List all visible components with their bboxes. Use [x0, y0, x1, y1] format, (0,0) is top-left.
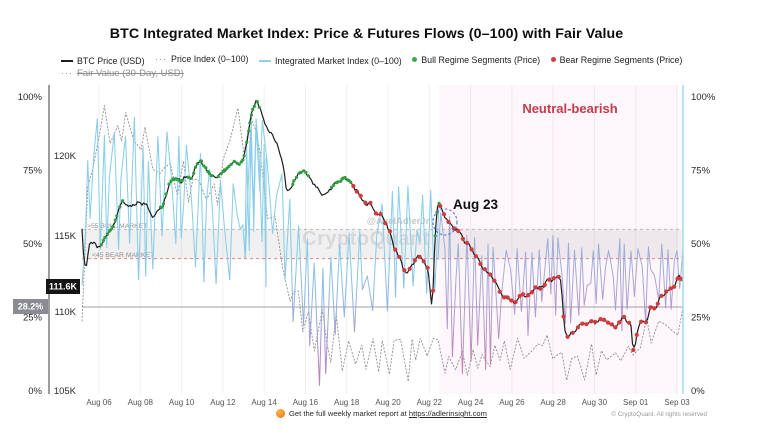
- svg-text:<45 BEAR MARKET: <45 BEAR MARKET: [92, 252, 154, 259]
- svg-text:Aug 06: Aug 06: [86, 398, 112, 407]
- svg-text:0%: 0%: [691, 386, 705, 397]
- svg-text:28.2%: 28.2%: [18, 302, 44, 312]
- svg-text:Aug 30: Aug 30: [582, 398, 608, 407]
- svg-text:Aug 26: Aug 26: [499, 398, 525, 407]
- svg-text:Sep 01: Sep 01: [623, 398, 649, 407]
- svg-text:>55 BULL MARKET: >55 BULL MARKET: [87, 223, 147, 230]
- svg-text:Aug 16: Aug 16: [293, 398, 319, 407]
- svg-text:50%: 50%: [691, 239, 711, 250]
- svg-text:50%: 50%: [23, 239, 43, 250]
- svg-text:100%: 100%: [18, 92, 43, 103]
- svg-text:Aug 14: Aug 14: [251, 398, 277, 407]
- svg-text:100%: 100%: [691, 92, 716, 103]
- svg-text:25%: 25%: [23, 313, 43, 324]
- svg-text:111.6K: 111.6K: [49, 282, 78, 292]
- svg-text:75%: 75%: [691, 166, 711, 177]
- svg-text:Aug 10: Aug 10: [169, 398, 195, 407]
- svg-text:Neutral-bearish: Neutral-bearish: [522, 101, 617, 116]
- svg-text:120K: 120K: [54, 151, 77, 162]
- svg-text:75%: 75%: [23, 166, 43, 177]
- svg-text:Aug 08: Aug 08: [128, 398, 154, 407]
- svg-text:Aug 23: Aug 23: [453, 197, 499, 212]
- svg-text:Aug 24: Aug 24: [458, 398, 484, 407]
- svg-text:115K: 115K: [55, 231, 77, 242]
- svg-text:Aug 18: Aug 18: [334, 398, 360, 407]
- svg-text:Aug 12: Aug 12: [210, 398, 236, 407]
- svg-text:Aug 28: Aug 28: [540, 398, 566, 407]
- svg-text:Aug 20: Aug 20: [375, 398, 401, 407]
- svg-text:25%: 25%: [691, 313, 711, 324]
- svg-text:110K: 110K: [55, 307, 77, 318]
- svg-text:105K: 105K: [54, 386, 77, 397]
- svg-text:Aug 22: Aug 22: [417, 398, 443, 407]
- svg-text:0%: 0%: [28, 386, 42, 397]
- svg-text:Sep 03: Sep 03: [664, 398, 690, 407]
